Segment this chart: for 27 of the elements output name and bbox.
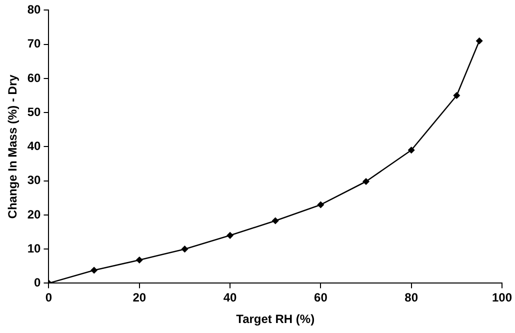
y-tick-label: 20 — [27, 207, 42, 222]
y-axis-title: Change In Mass (%) - Dry — [6, 74, 20, 219]
x-tick-label: 20 — [132, 290, 146, 305]
point — [362, 178, 370, 185]
point — [453, 92, 460, 99]
y-tick-label: 30 — [27, 173, 42, 188]
y-tick-label: 40 — [27, 139, 42, 154]
point — [272, 218, 279, 224]
y-tick-label: 10 — [27, 241, 42, 256]
x-axis-title: Target RH (%) — [236, 312, 315, 326]
x-tick-label: 0 — [45, 290, 52, 305]
y-tick-label: 0 — [34, 276, 42, 290]
x-tick-label: 80 — [404, 290, 418, 305]
point — [136, 256, 143, 264]
y-tick-label: 50 — [27, 104, 42, 119]
y-tick-label: 70 — [27, 36, 42, 51]
point — [317, 201, 324, 208]
x-tick-label: 60 — [314, 290, 328, 305]
point — [226, 232, 234, 239]
point — [181, 246, 188, 252]
x-tick-label: 40 — [223, 290, 238, 305]
y-tick-label: 60 — [27, 70, 42, 85]
point — [476, 38, 483, 44]
x-tick-label: 100 — [492, 290, 512, 305]
point — [408, 146, 415, 154]
point — [90, 266, 98, 274]
y-tick-label: 80 — [27, 2, 42, 17]
